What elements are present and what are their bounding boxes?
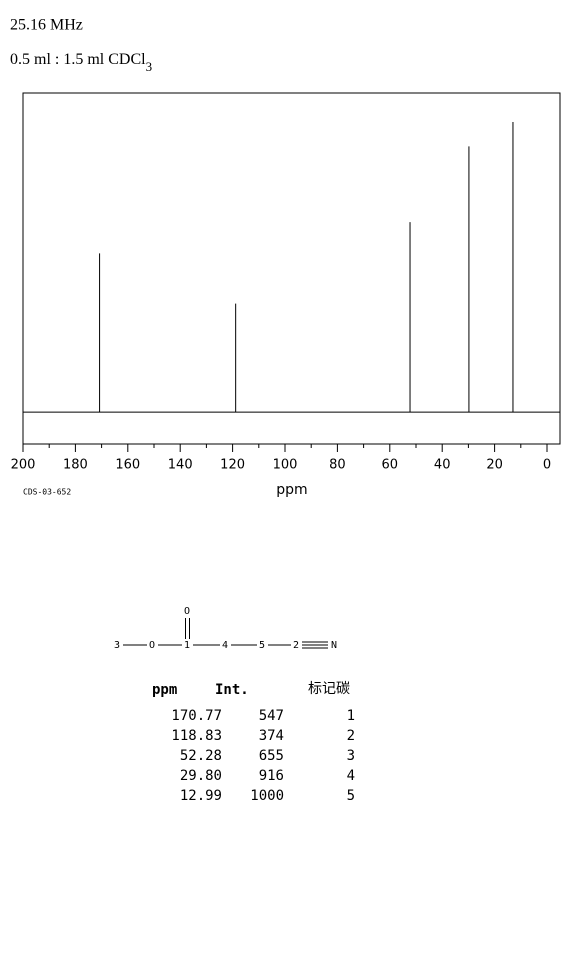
atom-label: 2 xyxy=(293,640,299,651)
table-cell: 1000 xyxy=(250,788,284,804)
x-tick-label: 40 xyxy=(434,458,451,473)
table-header: ppm xyxy=(152,682,177,698)
table-cell: 5 xyxy=(347,788,355,804)
atom-label: 1 xyxy=(184,640,190,651)
table-cell: 29.80 xyxy=(180,768,222,784)
structure-bonds xyxy=(123,618,328,649)
solvent-text: 0.5 ml : 1.5 ml CDCl xyxy=(10,51,146,68)
solvent: 0.5 ml : 1.5 ml CDCl3 xyxy=(10,51,152,74)
table-cell: 12.99 xyxy=(180,788,222,804)
plot-frame xyxy=(22,92,561,445)
atom-label: 3 xyxy=(114,640,120,651)
table-header: Int. xyxy=(215,682,249,698)
atom-label: 5 xyxy=(259,640,265,651)
x-tick-label: 120 xyxy=(220,458,245,473)
table-cell: 374 xyxy=(259,728,284,744)
frequency: 25.16 MHz xyxy=(10,17,83,34)
table-cell: 118.83 xyxy=(171,728,222,744)
x-tick-label: 180 xyxy=(63,458,88,473)
table-cell: 52.28 xyxy=(180,748,222,764)
atom-label: N xyxy=(331,640,337,651)
x-axis-label: ppm xyxy=(276,482,307,498)
solvent-subscript: 3 xyxy=(146,59,153,74)
atom-label: O xyxy=(184,606,190,617)
x-tick-label: 0 xyxy=(543,458,551,473)
x-tick-label: 80 xyxy=(329,458,346,473)
table-cell: 916 xyxy=(259,768,284,784)
table-cell: 3 xyxy=(347,748,355,764)
x-tick-label: 100 xyxy=(273,458,298,473)
atom-label: O xyxy=(149,640,155,651)
x-tick-label: 200 xyxy=(11,458,36,473)
table-cell: 1 xyxy=(347,708,355,724)
table-cell: 655 xyxy=(259,748,284,764)
x-tick-label: 140 xyxy=(168,458,193,473)
x-tick-label: 20 xyxy=(486,458,503,473)
table-cell: 4 xyxy=(347,768,355,784)
table-cell: 2 xyxy=(347,728,355,744)
atom-label: 4 xyxy=(222,640,228,651)
x-tick-label: 160 xyxy=(115,458,140,473)
code: CDS-03-652 xyxy=(23,488,71,497)
table-header: 标记碳 xyxy=(308,681,350,697)
table-cell: 547 xyxy=(259,708,284,724)
x-tick-label: 60 xyxy=(382,458,399,473)
table-cell: 170.77 xyxy=(171,708,222,724)
